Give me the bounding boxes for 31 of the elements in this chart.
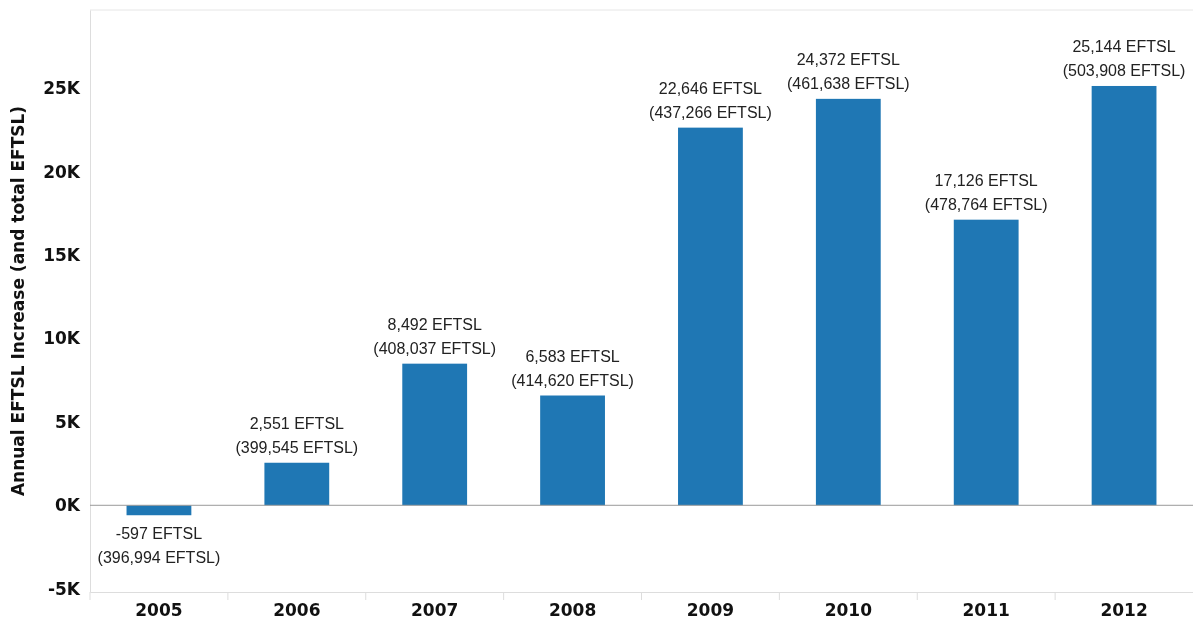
x-tick-label: 2007 xyxy=(411,600,459,621)
y-tick-label: 5K xyxy=(54,411,81,432)
bar xyxy=(953,219,1019,506)
data-label: 17,126 EFTSL (478,764 EFTSL) xyxy=(924,171,1048,213)
y-tick-label: 10K xyxy=(43,328,81,349)
y-tick-label: 0K xyxy=(54,495,81,516)
x-tick-label: 2005 xyxy=(135,600,183,621)
bar xyxy=(678,127,743,506)
data-label: 8,492 EFTSL (408,037 EFTSL) xyxy=(373,315,497,357)
bar xyxy=(1091,85,1157,506)
x-tick-label: 2012 xyxy=(1100,600,1148,621)
data-label: 6,583 EFTSL (414,620 EFTSL) xyxy=(511,347,634,389)
x-tick-label: 2010 xyxy=(824,600,873,621)
data-label: 2,551 EFTSL (399,545 EFTSL) xyxy=(235,414,359,456)
bar xyxy=(264,462,330,506)
data-label: 22,646 EFTSL (437,266 EFTSL) xyxy=(649,79,772,121)
x-tick-label: 2011 xyxy=(962,600,1010,621)
data-label: -597 EFTSL (396,994 EFTSL) xyxy=(97,525,221,567)
data-label: 25,144 EFTSL (503,908 EFTSL) xyxy=(1062,37,1186,79)
x-tick-label: 2006 xyxy=(273,600,321,621)
bar xyxy=(815,98,881,506)
x-tick-label: 2008 xyxy=(548,600,597,621)
bar xyxy=(540,395,605,506)
y-tick-label: 15K xyxy=(43,245,81,266)
x-tick-label: 2009 xyxy=(686,600,735,621)
y-tick-label: 25K xyxy=(43,78,81,99)
y-tick-label: 20K xyxy=(43,161,81,182)
y-tick-label: -5K xyxy=(47,578,81,599)
bar xyxy=(402,363,468,506)
data-label: 24,372 EFTSL (461,638 EFTSL) xyxy=(786,50,910,92)
y-axis-title: Annual EFTSL Increase (and total EFTSL) xyxy=(8,105,28,497)
